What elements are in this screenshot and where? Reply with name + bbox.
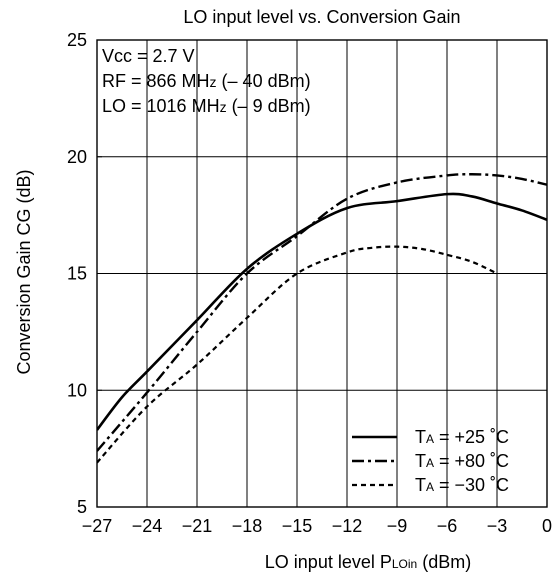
y-tick-label: 20 xyxy=(67,147,87,167)
x-tick-label: −15 xyxy=(282,516,313,536)
axis-ticks: −27 −24 −21 −18 −15 −12 −9 −6 −3 0 5 10 15 20 25 xyxy=(67,30,552,536)
legend-label-main: T xyxy=(415,427,426,447)
annotation-segment: RF = 866 MH xyxy=(102,71,210,91)
x-axis-label: LO input level PLOin (dBm) xyxy=(265,552,471,572)
x-tick-label: −3 xyxy=(487,516,508,536)
legend-label-rest: = +80 ˚C xyxy=(434,451,509,471)
annotation-segment: LO = 1016 MH xyxy=(102,96,220,116)
y-tick-label: 5 xyxy=(77,497,87,517)
legend-label-rest: = −30 ˚C xyxy=(434,475,509,495)
x-tick-label: −9 xyxy=(387,516,408,536)
annotation-segment: z xyxy=(210,74,217,90)
legend-label-rest: = +25 ˚C xyxy=(434,427,509,447)
legend-label-subscript: A xyxy=(426,456,434,470)
x-tick-label: −12 xyxy=(332,516,363,536)
annotation-line: Vcc = 2.7 V xyxy=(102,46,195,66)
annotation-line: RF = 866 MHz (– 40 dBm) xyxy=(102,71,311,91)
y-tick-label: 15 xyxy=(67,264,87,284)
annotation-segment: z xyxy=(220,99,227,115)
chart-title: LO input level vs. Conversion Gain xyxy=(183,7,460,27)
series-lines xyxy=(97,173,547,464)
x-axis-label-subscript: LOin xyxy=(392,557,417,571)
annotation-segment: (– 9 dBm) xyxy=(227,96,311,116)
annotation-line: LO = 1016 MHz (– 9 dBm) xyxy=(102,96,311,116)
series-line-solid xyxy=(97,192,547,431)
x-tick-label: −24 xyxy=(132,516,163,536)
legend-label: TA = +80 ˚C xyxy=(415,451,509,471)
legend-label-main: T xyxy=(415,475,426,495)
legend: TA = +25 ˚CTA = +80 ˚CTA = −30 ˚C xyxy=(352,427,509,495)
y-axis-label: Conversion Gain CG (dB) xyxy=(14,169,34,374)
grid xyxy=(97,40,547,507)
annotation-block: Vcc = 2.7 VRF = 866 MHz (– 40 dBm)LO = 1… xyxy=(102,46,311,116)
y-tick-label: 25 xyxy=(67,30,87,50)
legend-label-subscript: A xyxy=(426,480,434,494)
x-tick-label: −18 xyxy=(232,516,263,536)
annotation-segment: (– 40 dBm) xyxy=(217,71,311,91)
x-axis-label-unit: (dBm) xyxy=(417,552,471,572)
legend-label-subscript: A xyxy=(426,432,434,446)
y-tick-label: 10 xyxy=(67,380,87,400)
x-tick-label: −21 xyxy=(182,516,213,536)
x-tick-label: 0 xyxy=(542,516,552,536)
x-tick-label: −27 xyxy=(82,516,113,536)
series-line-dashdot xyxy=(97,173,547,452)
x-tick-label: −6 xyxy=(437,516,458,536)
x-axis-label-main: LO input level P xyxy=(265,552,392,572)
legend-label: TA = −30 ˚C xyxy=(415,475,509,495)
annotation-segment: Vcc = 2.7 V xyxy=(102,46,195,66)
legend-label-main: T xyxy=(415,451,426,471)
legend-label: TA = +25 ˚C xyxy=(415,427,509,447)
